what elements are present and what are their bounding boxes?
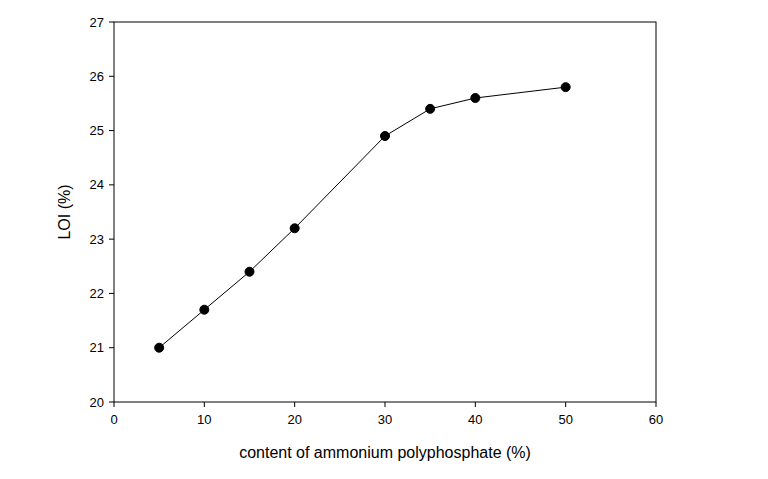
x-tick-label: 20 xyxy=(287,412,301,427)
y-tick xyxy=(109,22,114,23)
x-tick-label: 60 xyxy=(649,412,663,427)
x-tick xyxy=(656,402,657,407)
data-group xyxy=(155,83,571,353)
y-tick xyxy=(109,293,114,294)
x-axis-label: content of ammonium polyphosphate (%) xyxy=(239,444,531,461)
y-tick xyxy=(109,184,114,185)
data-point xyxy=(561,83,570,92)
y-tick-label: 25 xyxy=(90,123,104,138)
y-tick-label: 27 xyxy=(90,15,104,30)
y-tick-label: 24 xyxy=(90,177,104,192)
x-tick-label: 30 xyxy=(378,412,392,427)
data-point xyxy=(290,224,299,233)
data-point xyxy=(471,94,480,103)
data-point xyxy=(200,305,209,314)
y-tick xyxy=(109,239,114,240)
y-tick-label: 26 xyxy=(90,69,104,84)
y-tick xyxy=(109,402,114,403)
x-tick-label: 0 xyxy=(110,412,117,427)
x-tick xyxy=(385,402,386,407)
x-tick xyxy=(475,402,476,407)
data-point xyxy=(245,267,254,276)
chart-svg: 0 10 20 30 40 50 60 20 21 22 23 24 25 26 27 content of … xyxy=(0,0,768,479)
y-tick xyxy=(109,347,114,348)
y-tick-label: 22 xyxy=(90,286,104,301)
data-line xyxy=(159,87,566,348)
x-tick xyxy=(565,402,566,407)
plot-frame xyxy=(114,22,656,402)
y-tick xyxy=(109,76,114,77)
data-point xyxy=(381,132,390,141)
y-tick-label: 21 xyxy=(90,340,104,355)
y-tick xyxy=(109,130,114,131)
chart-container: 0 10 20 30 40 50 60 20 21 22 23 24 25 26 27 content of … xyxy=(0,0,768,479)
y-tick-label: 23 xyxy=(90,232,104,247)
x-tick-label: 40 xyxy=(468,412,482,427)
data-point xyxy=(155,343,164,352)
x-tick-label: 50 xyxy=(558,412,572,427)
y-axis-label: LOI (%) xyxy=(56,184,73,239)
x-tick xyxy=(204,402,205,407)
data-point xyxy=(426,104,435,113)
y-tick-label: 20 xyxy=(90,395,104,410)
x-tick xyxy=(294,402,295,407)
x-tick-label: 10 xyxy=(197,412,211,427)
x-tick xyxy=(114,402,115,407)
